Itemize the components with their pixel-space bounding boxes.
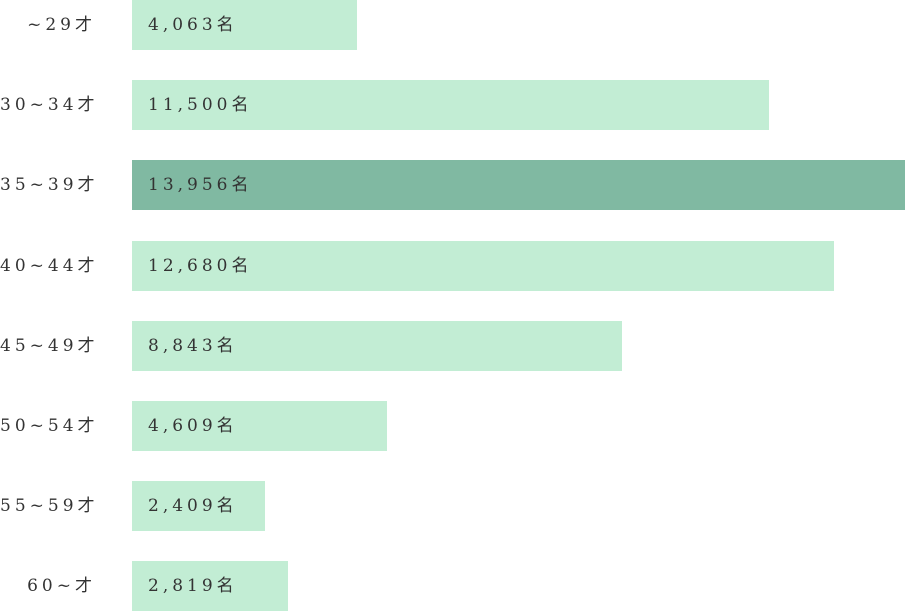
value-label: 13,956名 (148, 175, 253, 195)
value-label: 4,063名 (148, 15, 238, 35)
bar (132, 80, 769, 130)
bar (132, 561, 288, 611)
bar (132, 401, 387, 451)
bar (132, 321, 622, 371)
bar (132, 481, 265, 531)
category-label: 35~39才 (0, 175, 99, 195)
value-label: 2,409名 (148, 496, 238, 516)
bar (132, 0, 357, 50)
category-label: 50~54才 (0, 416, 99, 436)
category-label: 55~59才 (0, 496, 99, 516)
value-label: 8,843名 (148, 336, 238, 356)
category-label: 30~34才 (0, 95, 99, 115)
category-label: 45~49才 (0, 336, 99, 356)
value-label: 12,680名 (148, 256, 253, 276)
value-label: 2,819名 (148, 576, 238, 596)
category-label: 40~44才 (0, 256, 99, 276)
category-label: ~29才 (27, 15, 96, 35)
category-label: 60~才 (27, 576, 96, 596)
value-label: 11,500名 (148, 95, 253, 115)
bar (132, 160, 905, 210)
value-label: 4,609名 (148, 416, 238, 436)
bar (132, 241, 834, 291)
